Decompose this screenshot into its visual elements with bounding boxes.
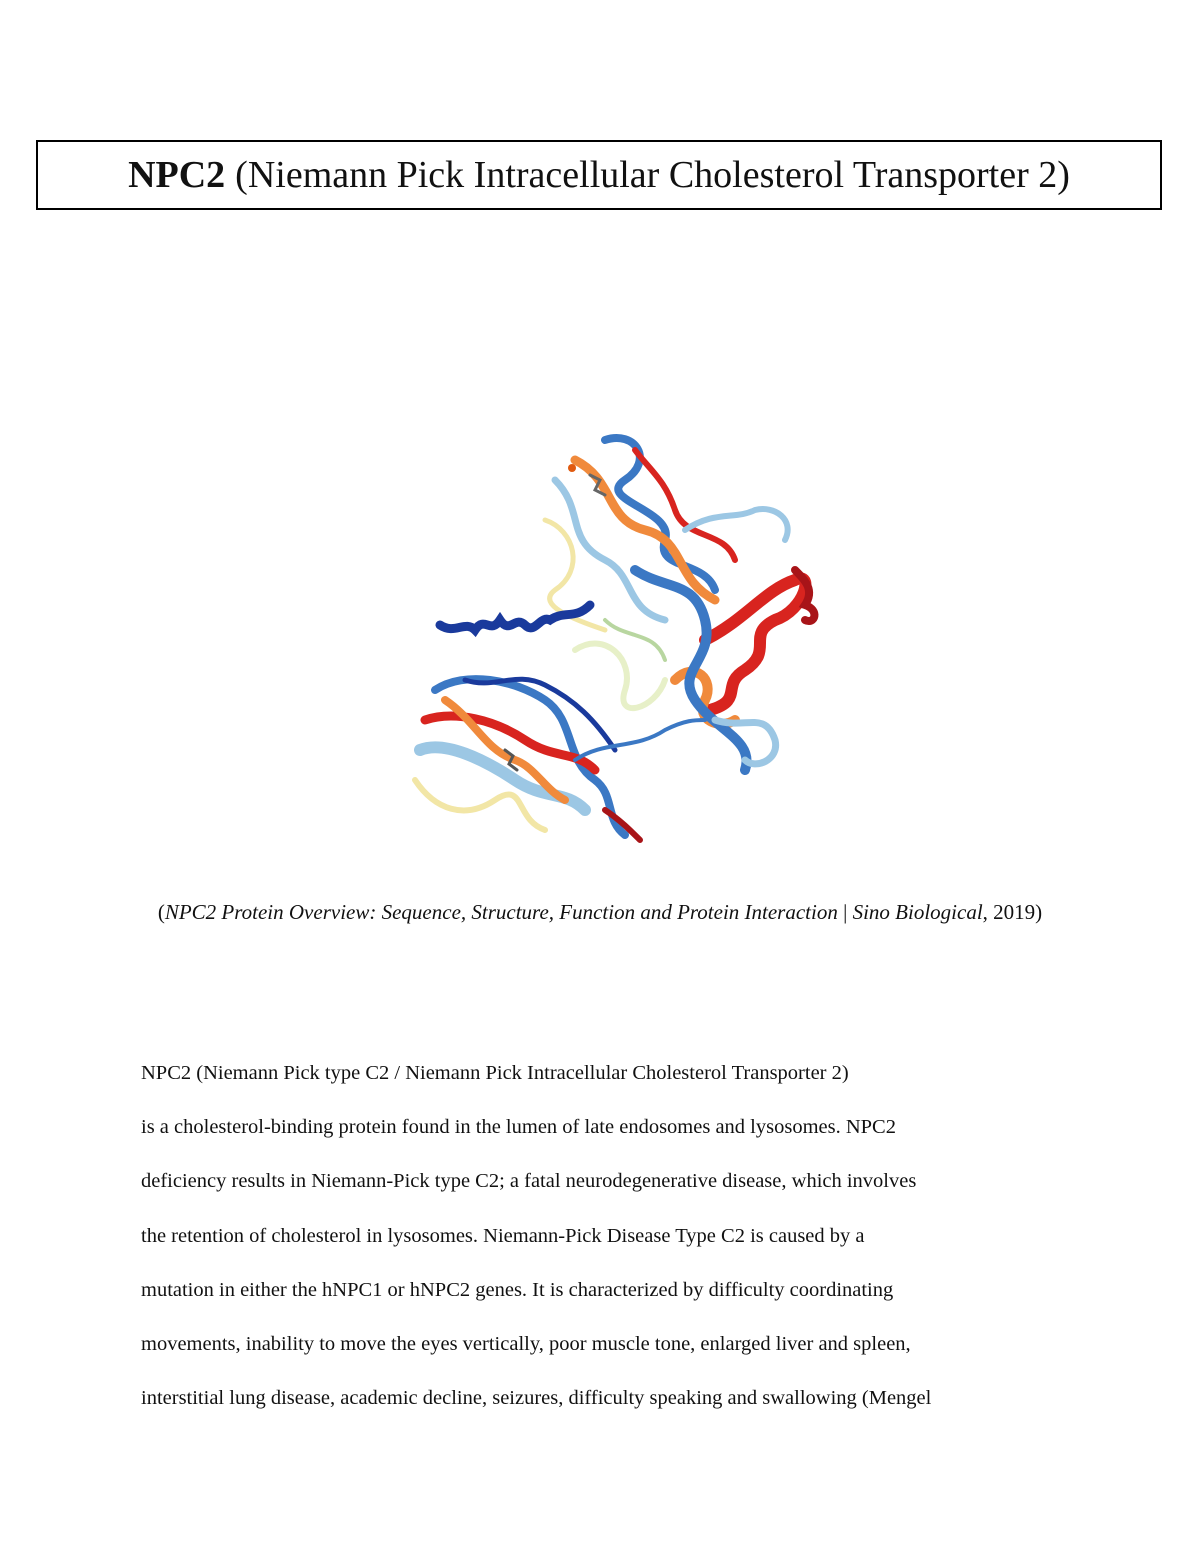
protein-ribbon-icon: [412, 434, 819, 843]
body-line: interstitial lung disease, academic decl…: [141, 1387, 932, 1410]
body-line: is a cholesterol-binding protein found i…: [141, 1116, 896, 1139]
body-line: mutation in either the hNPC1 or hNPC2 ge…: [141, 1278, 894, 1301]
caption-close: , 2019): [982, 900, 1043, 924]
body-line: movements, inability to move the eyes ve…: [141, 1332, 911, 1355]
body-line: the retention of cholesterol in lysosome…: [141, 1224, 865, 1247]
caption-open: (: [157, 900, 165, 924]
title-bold: NPC2: [128, 154, 226, 196]
caption-separator: |: [837, 900, 853, 924]
body-line: deficiency results in Niemann-Pick type …: [141, 1170, 917, 1193]
document-title: NPC2 (Niemann Pick Intracellular Cholest…: [36, 140, 1162, 210]
body-line: NPC2 (Niemann Pick type C2 / Niemann Pic…: [141, 1062, 849, 1084]
figure-caption: (NPC2 Protein Overview: Sequence, Struct…: [0, 900, 1200, 925]
body-paragraph: NPC2 (Niemann Pick type C2 / Niemann Pic…: [141, 1058, 931, 1437]
caption-source-title: NPC2 Protein Overview: Sequence, Structu…: [164, 900, 838, 924]
caption-publisher: Sino Biological: [852, 900, 983, 924]
title-rest: (Niemann Pick Intracellular Cholesterol …: [235, 154, 1070, 196]
protein-structure-image: [375, 420, 835, 855]
